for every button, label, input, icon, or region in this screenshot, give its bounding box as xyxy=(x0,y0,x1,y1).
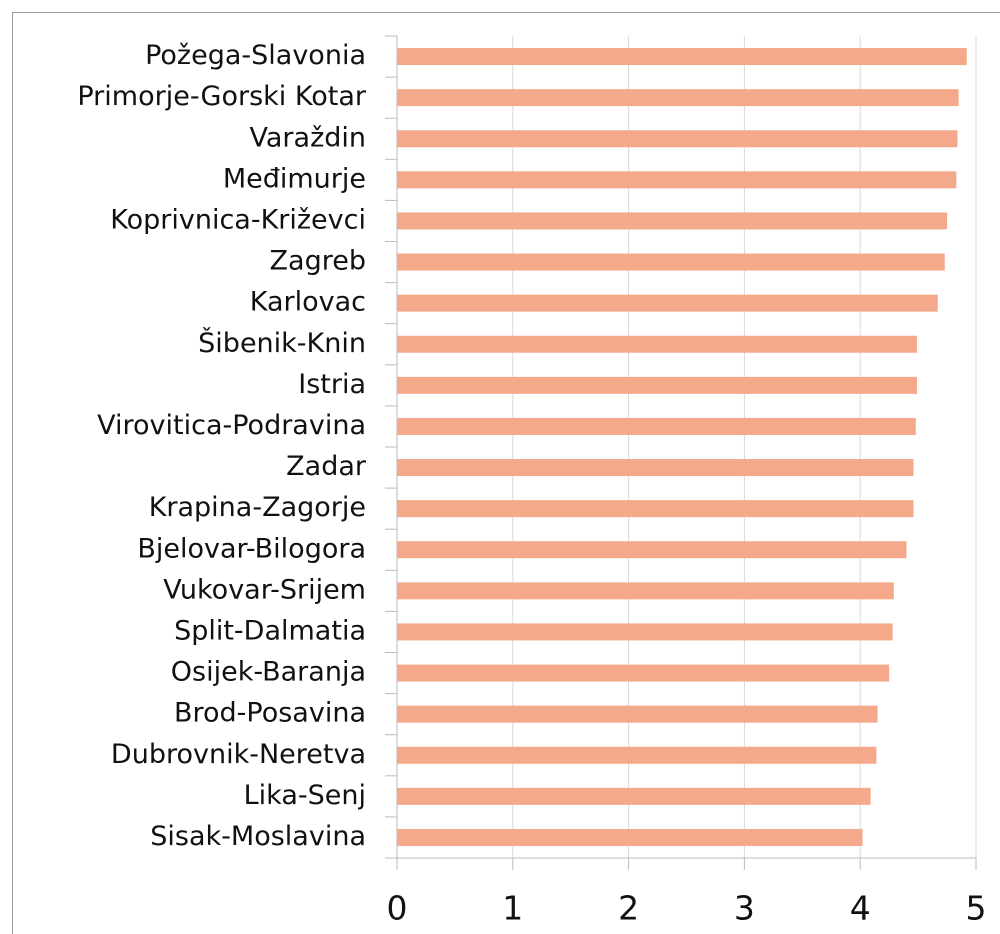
bar xyxy=(397,253,945,271)
y-tick-label: Lika-Senj xyxy=(244,780,366,811)
y-tick-label: Dubrovnik-Neretva xyxy=(111,739,366,770)
bar xyxy=(397,787,871,805)
bar xyxy=(397,130,958,148)
y-tick-label: Split-Dalmatia xyxy=(174,615,366,646)
bar xyxy=(397,48,967,66)
x-tick-label: 4 xyxy=(850,889,871,928)
y-tick-label: Primorje-Gorski Kotar xyxy=(77,81,367,112)
y-tick-label: Šibenik-Knin xyxy=(198,327,366,359)
bar xyxy=(397,294,938,312)
y-tick-label: Brod-Posavina xyxy=(174,698,366,729)
bar xyxy=(397,89,959,107)
bar xyxy=(397,335,917,353)
bar xyxy=(397,664,890,682)
x-tick-label: 1 xyxy=(502,889,523,928)
y-tick-label: Bjelovar-Bilogora xyxy=(137,533,366,564)
bar xyxy=(397,376,917,394)
bar xyxy=(397,171,957,189)
bar xyxy=(397,417,916,435)
bar xyxy=(397,500,914,518)
bar xyxy=(397,746,877,764)
bar xyxy=(397,623,893,641)
y-tick-label: Varaždin xyxy=(250,122,367,153)
chart-frame xyxy=(12,12,1000,934)
x-tick-label: 2 xyxy=(618,889,639,928)
bar xyxy=(397,705,878,723)
y-tick-label: Osijek-Baranja xyxy=(171,657,366,688)
y-tick-label: Istria xyxy=(298,369,366,400)
y-tick-label: Međimurje xyxy=(223,163,366,194)
y-tick-label: Virovitica-Podravina xyxy=(97,410,366,441)
x-tick-label: 3 xyxy=(734,889,755,928)
x-tick-label: 5 xyxy=(966,889,987,928)
y-tick-label: Sisak-Moslavina xyxy=(150,821,366,852)
y-tick-label: Zagreb xyxy=(270,246,366,277)
bar xyxy=(397,459,914,477)
y-tick-label: Karlovac xyxy=(250,287,366,318)
x-tick-label: 0 xyxy=(387,889,408,928)
y-tick-label: Vukovar-Srijem xyxy=(163,574,366,605)
bar xyxy=(397,212,948,230)
y-tick-label: Krapina-Zagorje xyxy=(149,492,366,523)
bar xyxy=(397,582,894,600)
bar xyxy=(397,828,863,846)
bar xyxy=(397,541,907,559)
y-tick-label: Koprivnica-Križevci xyxy=(110,204,366,235)
y-tick-label: Zadar xyxy=(286,451,367,482)
y-tick-label: Požega-Slavonia xyxy=(145,40,366,71)
